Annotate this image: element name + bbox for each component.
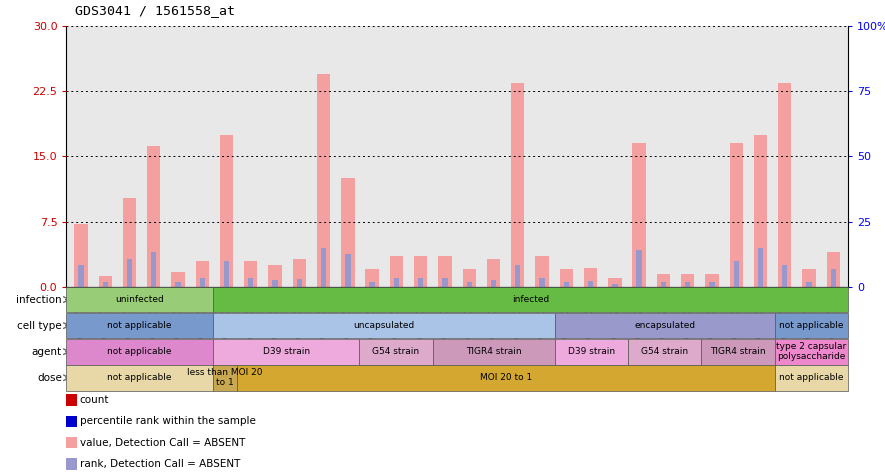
Bar (98, 276, 112, 287)
Bar (200, 278, 205, 287)
Text: cell type: cell type (18, 320, 62, 331)
Text: less than MOI 20
to 1: less than MOI 20 to 1 (188, 368, 263, 387)
Text: dose: dose (37, 373, 62, 383)
Bar (584, 268, 597, 287)
Text: agent: agent (32, 346, 62, 357)
Bar (559, 269, 573, 287)
Bar (661, 283, 666, 287)
Bar (127, 259, 132, 287)
Bar (778, 82, 791, 287)
Bar (512, 82, 525, 287)
Text: infection: infection (16, 294, 62, 305)
Bar (172, 272, 185, 287)
Bar (657, 274, 670, 287)
Bar (681, 274, 695, 287)
Bar (147, 146, 160, 287)
Text: type 2 capsular
polysaccharide: type 2 capsular polysaccharide (776, 342, 846, 361)
Text: MOI 20 to 1: MOI 20 to 1 (480, 374, 532, 382)
Text: percentile rank within the sample: percentile rank within the sample (80, 416, 256, 427)
Bar (515, 265, 520, 287)
Bar (442, 278, 448, 287)
Bar (806, 283, 812, 287)
Bar (342, 178, 355, 287)
Text: uninfected: uninfected (115, 295, 164, 304)
Bar (389, 256, 403, 287)
Bar (196, 261, 209, 287)
Bar (803, 269, 816, 287)
Bar (370, 283, 375, 287)
Bar (758, 247, 763, 287)
Bar (394, 278, 399, 287)
Text: rank, Detection Call = ABSENT: rank, Detection Call = ABSENT (80, 459, 240, 469)
Text: not applicable: not applicable (779, 321, 843, 330)
Bar (248, 278, 253, 287)
Bar (273, 280, 278, 287)
Bar (151, 252, 157, 287)
Bar (705, 274, 719, 287)
Text: D39 strain: D39 strain (263, 347, 310, 356)
Bar (612, 284, 618, 287)
Bar (103, 283, 108, 287)
Bar (539, 278, 544, 287)
Bar (268, 265, 281, 287)
Bar (588, 281, 593, 287)
Bar (244, 261, 258, 287)
Text: TIGR4 strain: TIGR4 strain (466, 347, 521, 356)
Bar (754, 135, 767, 287)
Bar (317, 74, 330, 287)
Bar (345, 254, 350, 287)
Bar (175, 283, 181, 287)
Bar (636, 250, 642, 287)
Bar (827, 252, 840, 287)
Text: encapsulated: encapsulated (635, 321, 696, 330)
Text: not applicable: not applicable (107, 374, 172, 382)
Bar (535, 256, 549, 287)
Bar (685, 283, 690, 287)
Bar (74, 224, 88, 287)
Bar (564, 283, 569, 287)
Bar (491, 280, 496, 287)
Text: GDS3041 / 1561558_at: GDS3041 / 1561558_at (75, 4, 235, 17)
Bar (633, 143, 646, 287)
Text: not applicable: not applicable (107, 347, 172, 356)
Text: count: count (80, 395, 109, 405)
Bar (608, 278, 621, 287)
Bar (219, 135, 234, 287)
Bar (487, 259, 500, 287)
Bar (418, 278, 423, 287)
Text: TIGR4 strain: TIGR4 strain (710, 347, 766, 356)
Bar (293, 259, 306, 287)
Bar (782, 265, 788, 287)
Text: infected: infected (512, 295, 549, 304)
Bar (831, 269, 836, 287)
Text: value, Detection Call = ABSENT: value, Detection Call = ABSENT (80, 438, 245, 448)
Text: not applicable: not applicable (779, 374, 843, 382)
Text: G54 strain: G54 strain (641, 347, 689, 356)
Bar (123, 198, 136, 287)
Text: uncapsulated: uncapsulated (353, 321, 414, 330)
Bar (466, 283, 472, 287)
Bar (463, 269, 476, 287)
Bar (78, 265, 83, 287)
Bar (734, 261, 739, 287)
Bar (224, 261, 229, 287)
Text: D39 strain: D39 strain (568, 347, 615, 356)
Bar (296, 279, 302, 287)
Bar (709, 283, 714, 287)
Bar (366, 269, 379, 287)
Text: G54 strain: G54 strain (373, 347, 419, 356)
Bar (414, 256, 427, 287)
Text: not applicable: not applicable (107, 321, 172, 330)
Bar (321, 247, 327, 287)
Bar (438, 256, 451, 287)
Bar (729, 143, 743, 287)
